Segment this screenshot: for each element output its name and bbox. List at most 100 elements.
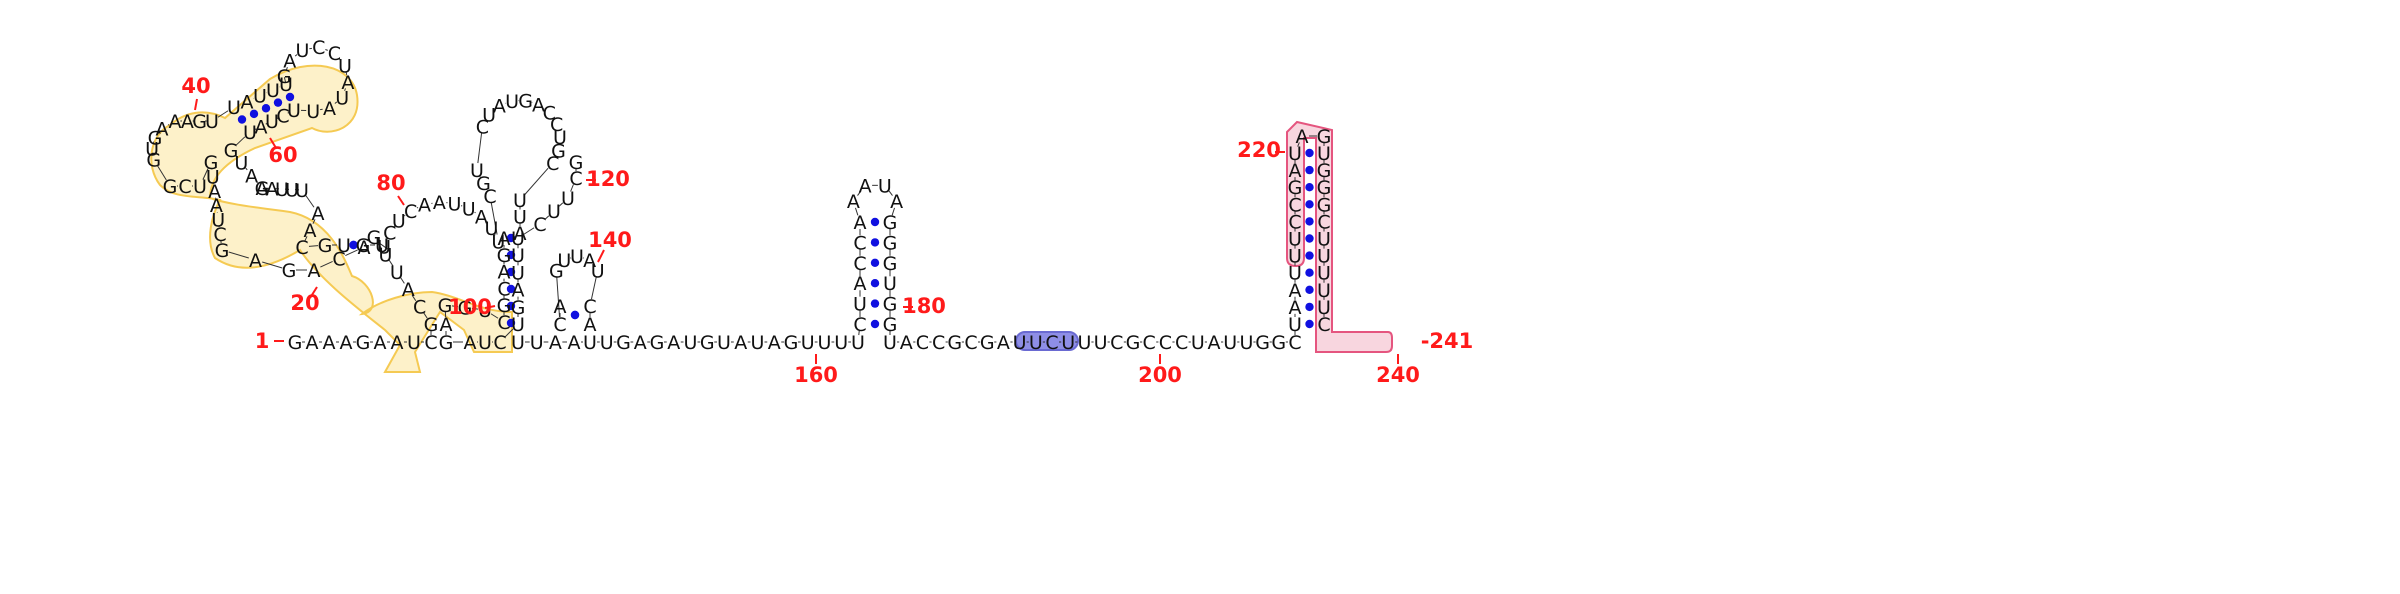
nucleotide: C [1175, 332, 1188, 354]
nucleotide: G [569, 152, 584, 174]
base-pair-dot [871, 320, 879, 328]
nucleotide: G [163, 176, 178, 198]
nucleotide: C [916, 332, 929, 354]
nucleotide: U [253, 86, 267, 108]
position-label: 220 [1237, 138, 1281, 162]
nucleotide: U [1061, 332, 1075, 354]
nucleotide: U [1013, 332, 1027, 354]
nucleotide: C [178, 176, 191, 198]
base-pair-dot [1305, 217, 1313, 225]
nucleotide: U [717, 332, 731, 354]
base-pair-dot [1305, 303, 1313, 311]
nucleotide: U [470, 160, 484, 182]
nucleotide: A [493, 96, 506, 118]
nucleotide: G [518, 90, 533, 112]
base-pair-dot [871, 218, 879, 226]
nucleotide: U [1191, 332, 1205, 354]
nucleotide: A [169, 111, 182, 133]
nucleotide: U [243, 122, 257, 144]
nucleotide: G [883, 212, 898, 234]
base-pair-dot [1305, 251, 1313, 259]
nucleotide: U [193, 176, 207, 198]
nucleotide: A [1296, 126, 1309, 148]
base-pair-dot [1305, 183, 1313, 191]
position-label: 200 [1138, 363, 1182, 387]
base-pair-dot [871, 299, 879, 307]
nucleotide: C [853, 314, 866, 336]
backbone-link [525, 168, 548, 195]
position-label: -241 [1421, 329, 1474, 353]
nucleotide: G [356, 332, 371, 354]
nucleotide: C [533, 214, 546, 236]
nucleotide: A [340, 332, 353, 354]
nucleotide: U [505, 91, 519, 113]
nucleotide: C [1045, 332, 1058, 354]
nucleotide: C [404, 201, 417, 223]
nucleotide: U [478, 332, 492, 354]
nucleotide: G [883, 294, 898, 316]
nucleotide: G [883, 253, 898, 275]
nucleotide: U [883, 332, 897, 354]
position-label: 60 [268, 143, 297, 167]
nucleotide: A [1208, 332, 1221, 354]
nucleotide: U [570, 246, 584, 268]
nucleotide: A [391, 332, 404, 354]
nucleotide: A [374, 332, 387, 354]
pink-highlight-region [1287, 122, 1392, 352]
position-label: 80 [376, 171, 405, 195]
nucleotide: A [549, 332, 562, 354]
position-label: 240 [1376, 363, 1420, 387]
nucleotide: U [1094, 332, 1108, 354]
nucleotide: C [1110, 332, 1123, 354]
nucleotide: G [883, 232, 898, 254]
base-pair-dot [1305, 200, 1313, 208]
nucleotide: G [356, 235, 371, 257]
base-pair-dot [871, 238, 879, 246]
nucleotide: C [1143, 332, 1156, 354]
nucleotide: C [295, 237, 308, 259]
base-pair-dot [1305, 149, 1313, 157]
nucleotide: U [530, 332, 544, 354]
nucleotide: A [249, 250, 262, 272]
nucleotide: U [834, 332, 848, 354]
position-label: 140 [588, 228, 632, 252]
base-pair-dot [1305, 269, 1313, 277]
nucleotide: A [306, 332, 319, 354]
nucleotide: U [1223, 332, 1237, 354]
nucleotide: G [784, 332, 799, 354]
nucleotide: A [634, 332, 647, 354]
base-pair-dot [871, 279, 879, 287]
nucleotide: U [583, 332, 597, 354]
nucleotide: A [854, 273, 867, 295]
nucleotide: G [439, 332, 454, 354]
nucleotide: C [1317, 314, 1330, 336]
nucleotide: A [418, 195, 431, 217]
nucleotide: A [667, 332, 680, 354]
nucleotide: U [227, 97, 241, 119]
base-pair-dot [871, 259, 879, 267]
nucleotide: U [853, 294, 867, 316]
base-pair-dot [1305, 286, 1313, 294]
nucleotide: C [964, 332, 977, 354]
nucleotide: U [511, 332, 525, 354]
nucleotide: A [241, 91, 254, 113]
nucleotide: U [818, 332, 832, 354]
nucleotide: G [700, 332, 715, 354]
nucleotide: G [282, 260, 297, 282]
nucleotide: U [684, 332, 698, 354]
nucleotide: U [547, 201, 561, 223]
nucleotide: A [568, 332, 581, 354]
nucleotide: U [407, 332, 421, 354]
nucleotide: U [751, 332, 765, 354]
nucleotide: U [337, 235, 351, 257]
nucleotide: C [853, 253, 866, 275]
nucleotide: U [306, 101, 320, 123]
nucleotide: G [1126, 332, 1141, 354]
base-pair-dot [1305, 166, 1313, 174]
nucleotide: U [561, 188, 575, 210]
nucleotide: U [335, 87, 349, 109]
nucleotide: A [768, 332, 781, 354]
nucleotide: A [323, 98, 336, 120]
nucleotide: U [295, 180, 309, 202]
